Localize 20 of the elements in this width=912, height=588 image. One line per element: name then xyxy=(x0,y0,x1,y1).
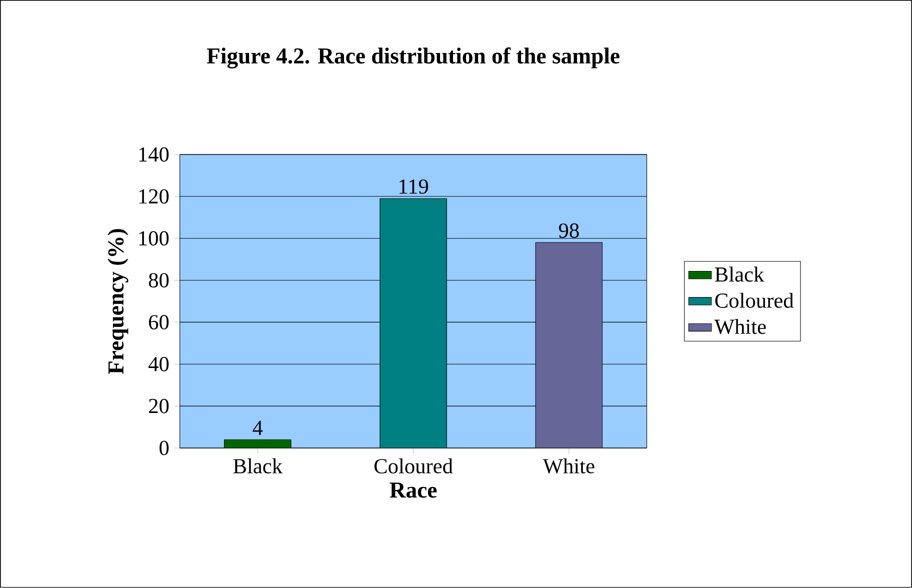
y-tick-label: 40 xyxy=(148,357,169,372)
x-tick-label: Black xyxy=(233,458,283,474)
y-tick-label: 140 xyxy=(139,147,169,162)
y-tick-label: 60 xyxy=(149,315,169,330)
x-tick-label: Coloured xyxy=(374,458,453,474)
y-tick-label: 20 xyxy=(149,398,169,414)
chart-title: Figure 4.2. Race distribution of the sample xyxy=(206,48,620,68)
x-axis-title: Race xyxy=(390,482,437,498)
y-tick-label: 120 xyxy=(139,189,169,204)
x-tick-label: White xyxy=(542,458,594,474)
legend-label: White xyxy=(714,319,766,334)
legend-label: Coloured xyxy=(715,292,794,308)
data-label: 98 xyxy=(558,224,579,238)
data-label: 119 xyxy=(400,180,428,194)
y-tick-label: 0 xyxy=(160,440,169,456)
y-tick-label: 100 xyxy=(139,231,169,246)
y-axis-title: Frequency (%) xyxy=(108,229,128,374)
y-tick-label: 80 xyxy=(148,273,169,288)
legend-label: Black xyxy=(714,266,764,282)
data-label: 4 xyxy=(252,420,263,435)
